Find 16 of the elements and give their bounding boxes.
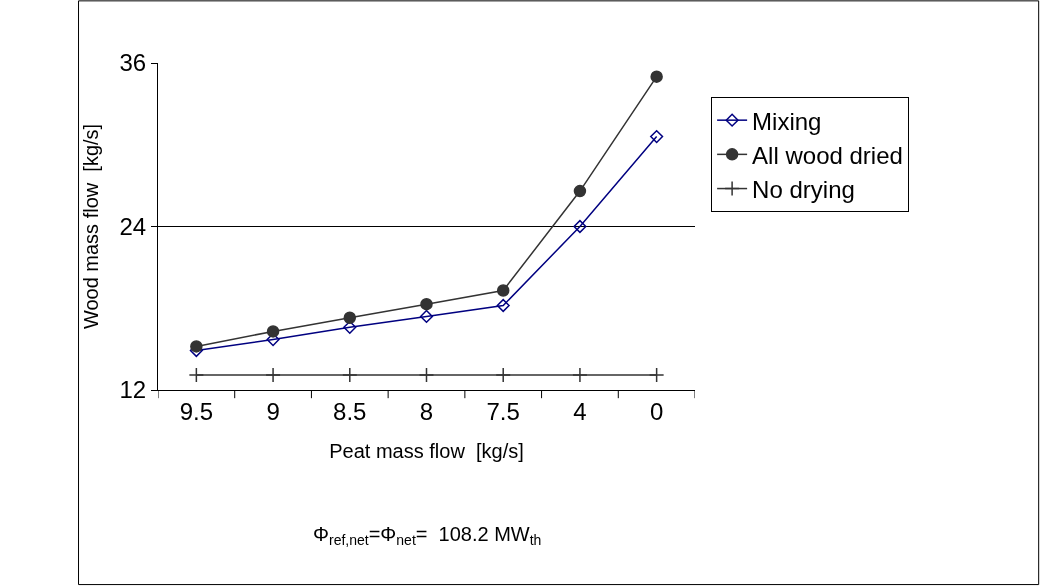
x-tick-label: 9 [266, 397, 280, 425]
legend-label: No drying [752, 175, 855, 203]
y-tick-label: 36 [119, 49, 147, 77]
x-tick-label: 4 [573, 397, 587, 425]
legend-label: All wood dried [752, 141, 903, 169]
x-tick-label: 8 [419, 397, 434, 425]
x-tick-label: 8.5 [333, 397, 367, 425]
y-axis-title: Wood mass flow [kg/s] [80, 123, 102, 330]
x-tick-label: 0 [649, 397, 664, 425]
x-axis-title: Peat mass flow [kg/s] [329, 440, 524, 463]
x-tick-label: 7.5 [486, 397, 520, 425]
y-tick-label: 24 [119, 212, 147, 240]
legend-label: Mixing [752, 107, 822, 135]
y-tick-label: 12 [119, 376, 147, 404]
x-tick-label: 9.5 [179, 397, 214, 425]
text: Φ$_{ref,net}$=Φ$_{net}$= 108.2 MW$_{th}$ [313, 523, 542, 549]
